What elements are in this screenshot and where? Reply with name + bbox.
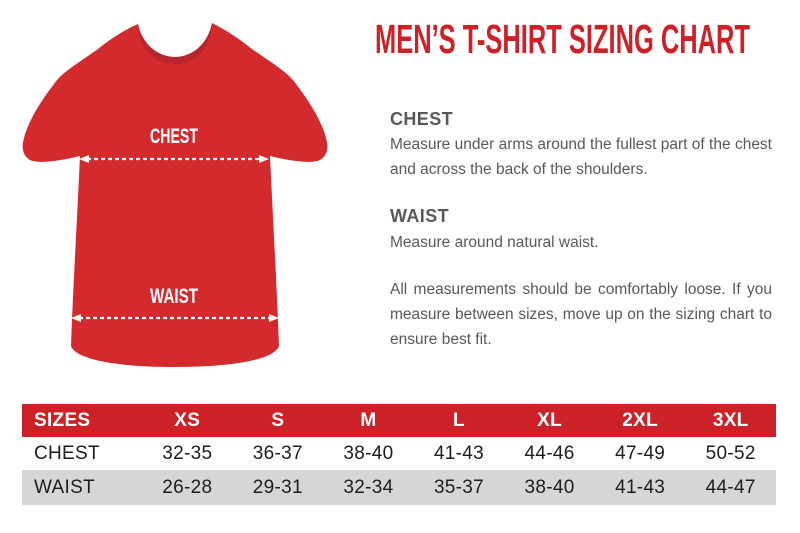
row-label-chest: CHEST bbox=[34, 442, 100, 464]
header-cell-l: L bbox=[453, 409, 465, 431]
waist-value-xl: 38-40 bbox=[524, 476, 575, 498]
tshirt-body bbox=[22, 23, 328, 367]
waist-measure: WAIST bbox=[71, 285, 279, 322]
chest-section-body: Measure under arms around the fullest pa… bbox=[390, 136, 772, 178]
waist-value-2xl: 41-43 bbox=[615, 476, 666, 498]
chest-value-xl: 44-46 bbox=[524, 442, 575, 464]
header-cell-3xl: 3XL bbox=[712, 409, 749, 431]
waist-section-heading: WAIST bbox=[390, 206, 449, 226]
chest-value-s: 36-37 bbox=[252, 442, 303, 464]
chest-value-l: 41-43 bbox=[433, 442, 485, 464]
header-cell-s: S bbox=[271, 409, 285, 431]
header-cell-sizes: SIZES bbox=[34, 409, 91, 431]
chest-arrowhead-left bbox=[79, 155, 89, 163]
info-column: MEN’S T-SHIRT SIZING CHART CHEST Measure… bbox=[375, 20, 772, 400]
chest-value-3xl: 50-52 bbox=[705, 442, 756, 464]
chest-section-heading: CHEST bbox=[390, 109, 454, 129]
tshirt-illustration: CHEST WAIST bbox=[22, 23, 328, 367]
tshirt-collar-shadow bbox=[138, 23, 212, 64]
title-graphic: MEN’S T-SHIRT SIZING CHART bbox=[375, 20, 750, 62]
table-row-waist: WAIST 26-28 29-31 32-34 35-37 38-40 41-4… bbox=[22, 470, 776, 505]
header-cell-2xl: 2XL bbox=[622, 409, 658, 431]
header-cell-m: M bbox=[360, 409, 377, 431]
waist-value-l: 35-37 bbox=[433, 476, 485, 498]
chest-label-on-shirt: CHEST bbox=[150, 125, 198, 148]
chest-value-xs: 32-35 bbox=[162, 442, 213, 464]
waist-label-on-shirt: WAIST bbox=[150, 285, 198, 308]
table-header-row: SIZES XS S M L XL 2XL 3XL bbox=[22, 404, 776, 437]
header-cell-xl: XL bbox=[537, 409, 562, 431]
waist-value-3xl: 44-47 bbox=[705, 476, 756, 498]
waist-value-s: 29-31 bbox=[252, 476, 303, 498]
waist-value-xs: 26-28 bbox=[162, 476, 213, 498]
page-title: MEN’S T-SHIRT SIZING CHART bbox=[375, 20, 750, 62]
chest-value-m: 38-40 bbox=[343, 442, 394, 464]
row-label-waist: WAIST bbox=[34, 476, 95, 498]
chest-arrowhead-right bbox=[259, 155, 269, 163]
chest-measure: CHEST bbox=[79, 125, 269, 163]
waist-value-m: 32-34 bbox=[343, 476, 394, 498]
sizing-table: SIZES XS S M L XL 2XL 3XL CHEST 32-35 36… bbox=[22, 404, 776, 505]
waist-arrowhead-left bbox=[71, 314, 81, 322]
header-cell-xs: XS bbox=[174, 409, 201, 431]
waist-arrowhead-right bbox=[269, 314, 279, 322]
chest-value-2xl: 47-49 bbox=[615, 442, 666, 464]
note-text: All measurements should be comfortably l… bbox=[390, 281, 772, 348]
waist-section-body: Measure around natural waist. bbox=[390, 234, 599, 251]
table-row-chest: CHEST 32-35 36-37 38-40 41-43 44-46 47-4… bbox=[22, 437, 776, 470]
